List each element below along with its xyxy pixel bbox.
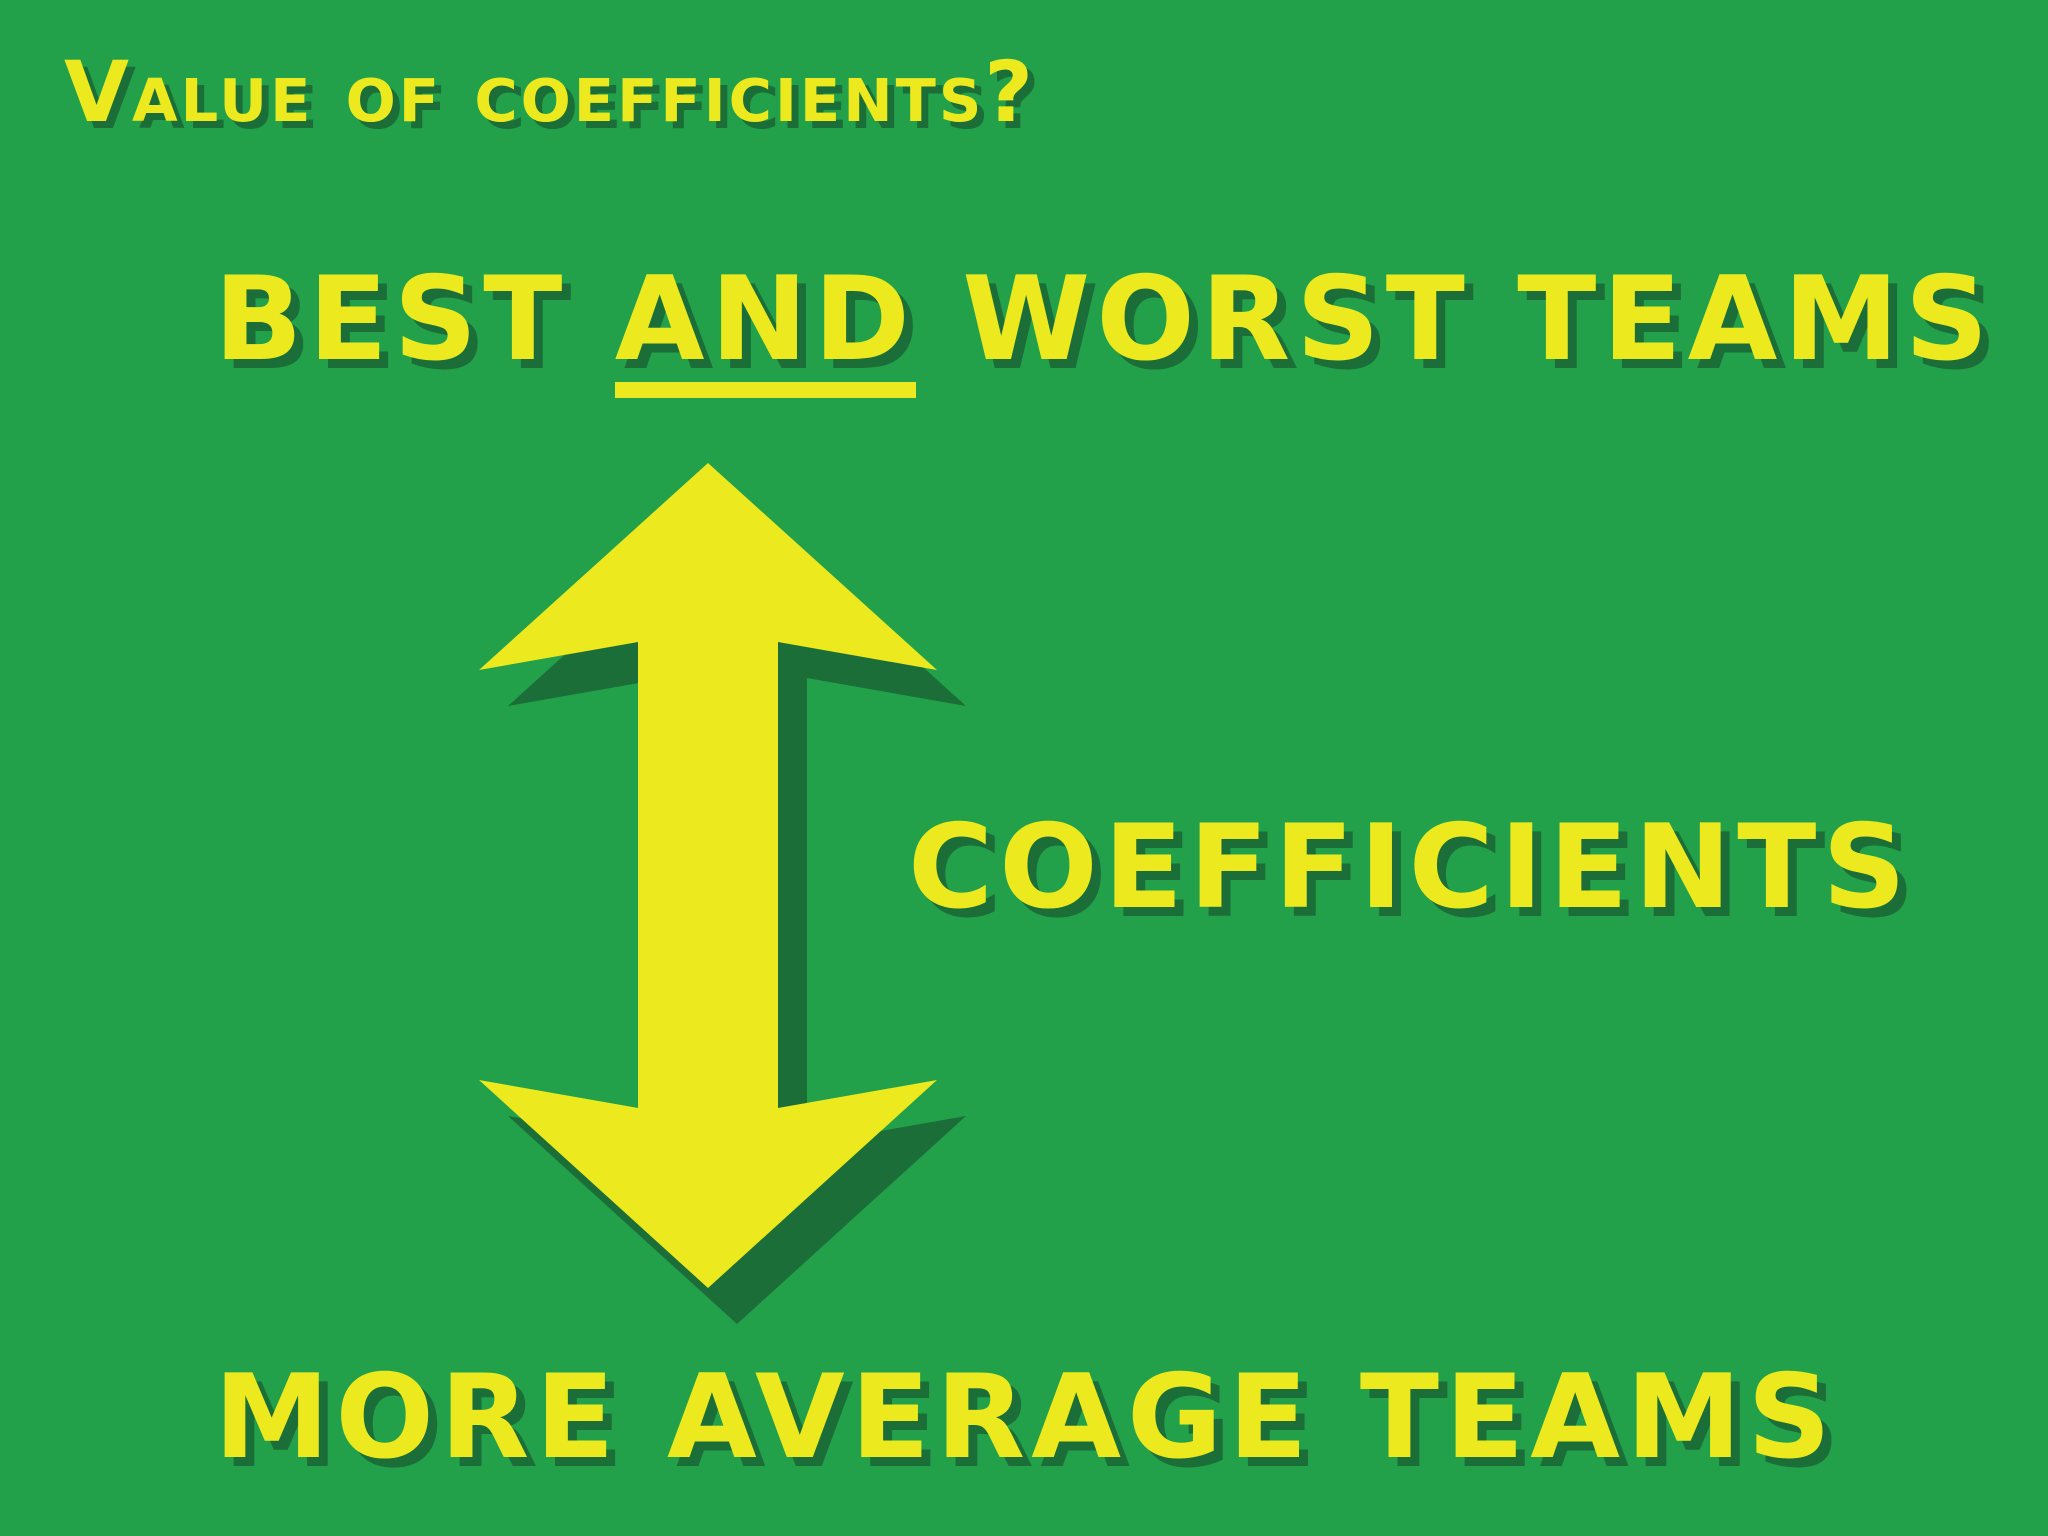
bottom-label: MORE AVERAGE TEAMS: [214, 1350, 1837, 1485]
slide-title: Value of coefficients?: [64, 43, 1037, 141]
top-label-and-underlined: AND: [614, 262, 916, 398]
coefficients-label: COEFFICIENTS: [908, 800, 1912, 935]
top-label: BEST AND WORST TEAMS: [214, 262, 1994, 398]
top-label-best: BEST: [214, 252, 615, 387]
double-arrow-shape: [479, 463, 937, 1288]
top-label-worst-teams: WORST TEAMS: [915, 252, 1995, 387]
